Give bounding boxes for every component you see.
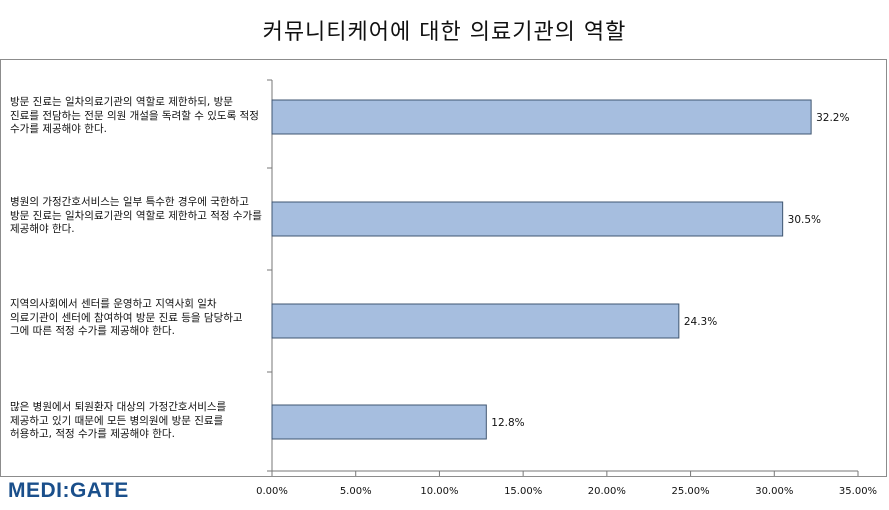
chart-title: 커뮤니티케어에 대한 의료기관의 역할 [262,20,627,45]
bar-value-label: 30.5% [788,214,821,226]
category-label-4: 많은 병원에서 퇴원환자 대상의 가정간호서비스를 제공하고 있기 때문에 모든… [10,401,227,440]
bar-value-label: 24.3% [684,316,717,328]
x-tick-label: 5.00% [340,486,372,497]
category-label-3: 지역의사회에서 센터를 운영하고 지역사회 일차 의료기관이 센터에 참여하여 … [10,298,243,337]
x-tick-label: 30.00% [755,486,793,497]
x-tick-label: 10.00% [420,486,458,497]
x-tick-label: 20.00% [588,486,626,497]
bar-value-label: 12.8% [491,417,524,429]
bar-value-label: 32.2% [816,112,849,124]
bar [271,303,680,339]
category-label-2: 병원의 가정간호서비스는 일부 특수한 경우에 국한하고 방문 진료는 일차의료… [10,196,262,235]
x-tick-label: 0.00% [256,486,288,497]
plot-frame [0,59,887,477]
bar [271,99,812,135]
x-tick-label: 25.00% [672,486,710,497]
bar [271,404,487,440]
x-tick-label: 15.00% [504,486,542,497]
category-label-1: 방문 진료는 일차의료기관의 역할로 제한하되, 방문 진료를 전담하는 전문 … [10,96,259,135]
bar [271,201,784,237]
medigate-logo: MEDI:GATE [8,479,129,502]
x-tick-label: 35.00% [839,486,877,497]
